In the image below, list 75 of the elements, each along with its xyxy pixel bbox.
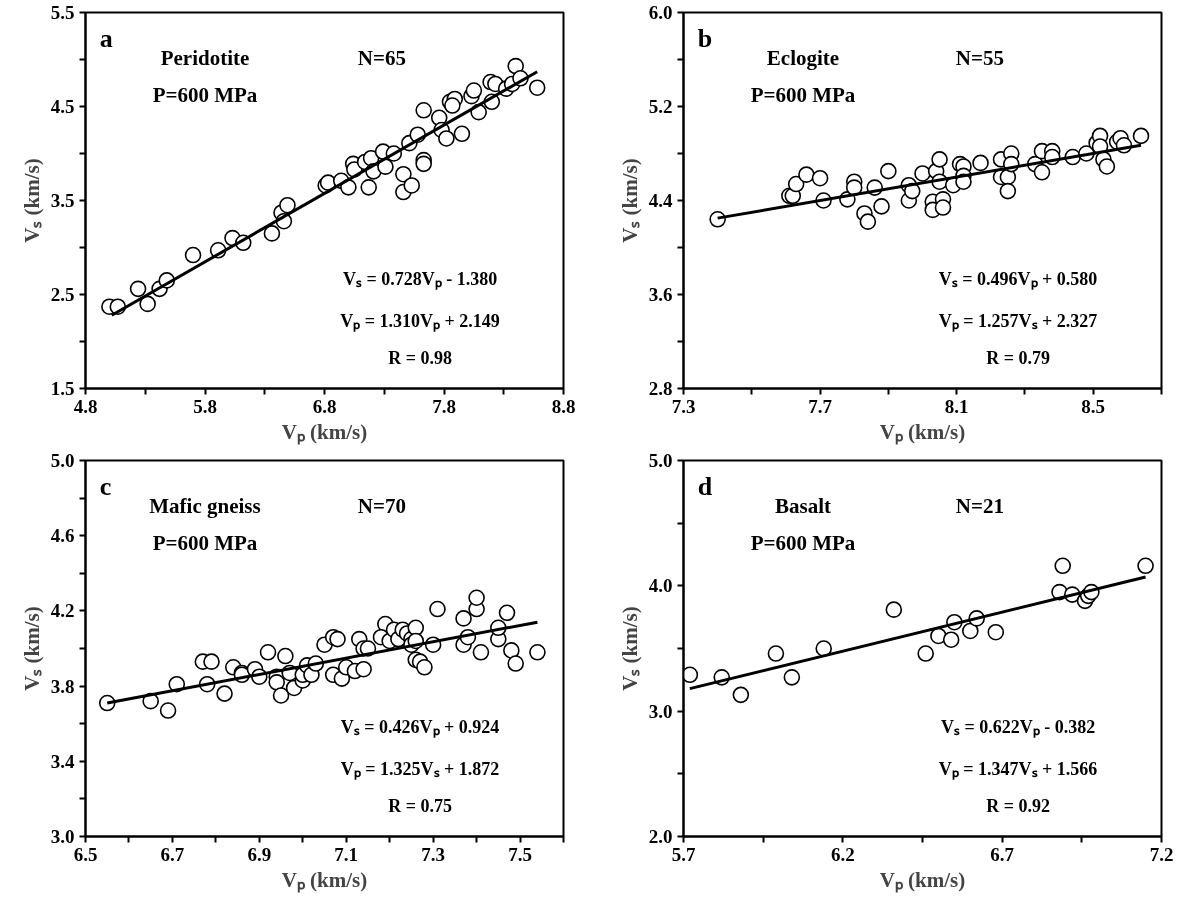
y-tick-label: 4.0 <box>648 575 673 597</box>
y-tick-label: 2.8 <box>648 378 673 399</box>
annotation: P=600 MPa <box>750 83 856 108</box>
x-tick-label: 7.7 <box>808 395 833 417</box>
annotation: Vₛ = 0.728Vₚ - 1.380 <box>342 269 498 291</box>
annotation: Vₚ = 1.310Vₚ + 2.149 <box>340 310 500 332</box>
annotation: Vₚ = 1.347Vₛ + 1.566 <box>938 758 1098 780</box>
annotation: R = 0.79 <box>986 348 1050 369</box>
y-tick-label: 5.0 <box>648 450 673 471</box>
x-tick-label: 7.1 <box>334 843 359 865</box>
x-tick-label: 6.8 <box>312 395 337 417</box>
annotation: P=600 MPa <box>152 531 258 556</box>
annotation: Vₚ = 1.325Vₛ + 1.872 <box>340 758 500 780</box>
annotation: a <box>99 23 113 53</box>
annotation: Vₚ = 1.257Vₛ + 2.327 <box>938 310 1098 332</box>
y-tick-label: 3.0 <box>648 700 673 722</box>
annotation: P=600 MPa <box>750 531 856 556</box>
y-axis-title: Vₛ (km/s) <box>19 158 44 243</box>
y-tick-label: 3.6 <box>648 284 673 305</box>
annotation: N=70 <box>357 493 406 518</box>
y-tick-label: 4.5 <box>50 96 75 117</box>
x-tick-label: 6.5 <box>73 843 98 865</box>
x-axis-title: Vₚ (km/s) <box>281 867 368 893</box>
annotation: N=21 <box>955 493 1004 518</box>
y-tick-label: 3.0 <box>50 826 75 847</box>
y-tick-label: 4.2 <box>50 600 75 622</box>
y-tick-label: 1.5 <box>50 378 75 399</box>
y-tick-label: 4.4 <box>648 190 673 211</box>
x-tick-label: 7.2 <box>1149 843 1174 865</box>
y-tick-label: 2.5 <box>50 284 75 305</box>
y-tick-label: 5.0 <box>50 450 75 471</box>
x-tick-label: 5.7 <box>671 843 696 865</box>
annotation: Vₛ = 0.496Vₚ + 0.580 <box>938 269 1098 291</box>
y-tick-label: 3.8 <box>50 675 75 697</box>
y-tick-label: 6.0 <box>648 2 673 23</box>
annotation: R = 0.98 <box>388 348 452 369</box>
x-tick-label: 6.9 <box>247 843 272 865</box>
annotation: d <box>697 471 713 501</box>
y-tick-label: 5.5 <box>50 2 75 23</box>
annotation: Vₛ = 0.426Vₚ + 0.924 <box>340 717 500 739</box>
annotation: Vₛ = 0.622Vₚ - 0.382 <box>940 717 1096 739</box>
y-axis-title: Vₛ (km/s) <box>617 158 642 243</box>
annotation: b <box>697 23 713 53</box>
annotation: Mafic gneiss <box>149 493 261 518</box>
y-axis-title: Vₛ (km/s) <box>19 606 44 691</box>
y-tick-label: 3.4 <box>50 750 75 772</box>
annotation: c <box>99 471 112 501</box>
x-tick-label: 6.7 <box>160 843 185 865</box>
x-tick-label: 5.8 <box>193 395 217 417</box>
x-axis-title: Vₚ (km/s) <box>879 867 966 893</box>
annotation: Eclogite <box>766 45 840 70</box>
x-tick-label: 7.3 <box>421 843 446 865</box>
annotation: Basalt <box>775 493 832 518</box>
x-tick-label: 7.3 <box>671 395 696 417</box>
annotation: R = 0.75 <box>388 796 452 817</box>
y-tick-label: 2.0 <box>648 826 673 847</box>
y-tick-label: 5.2 <box>648 96 673 117</box>
annotation: Peridotite <box>160 45 250 70</box>
x-axis-title: Vₚ (km/s) <box>281 419 368 445</box>
x-tick-label: 4.8 <box>73 395 98 417</box>
x-tick-label: 8.5 <box>1081 395 1106 417</box>
y-axis-title: Vₛ (km/s) <box>617 606 642 691</box>
y-tick-label: 4.6 <box>50 525 75 547</box>
x-axis-title: Vₚ (km/s) <box>879 419 966 445</box>
x-tick-label: 6.7 <box>990 843 1015 865</box>
x-tick-label: 6.2 <box>830 843 855 865</box>
annotation: P=600 MPa <box>152 83 258 108</box>
annotation: N=65 <box>357 45 406 70</box>
annotation: R = 0.92 <box>986 796 1050 817</box>
y-tick-label: 3.5 <box>50 190 75 211</box>
x-tick-label: 7.5 <box>508 843 532 865</box>
x-tick-label: 8.8 <box>551 395 576 417</box>
annotation: N=55 <box>955 45 1004 70</box>
x-tick-label: 8.1 <box>944 395 969 417</box>
x-tick-label: 7.8 <box>432 395 456 417</box>
